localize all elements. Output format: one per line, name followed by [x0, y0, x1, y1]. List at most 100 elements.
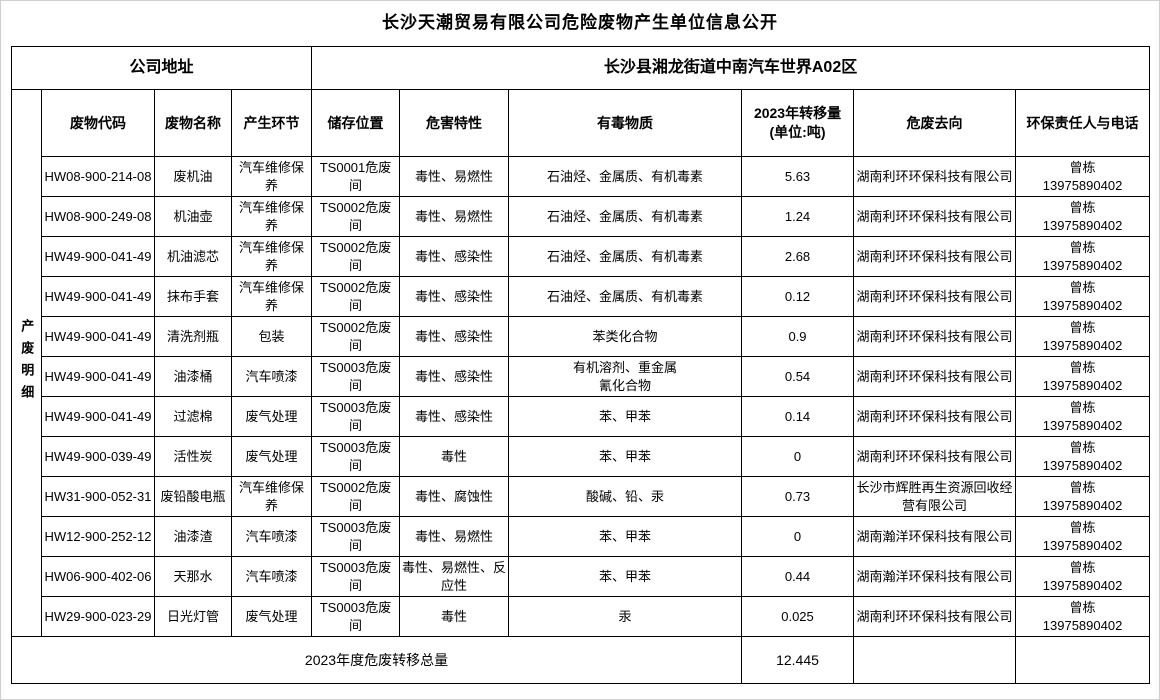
cell-contact: 曾栋 13975890402 — [1015, 276, 1151, 317]
cell-destination: 湖南利环环保科技有限公司 — [853, 436, 1017, 477]
col-header-amount: 2023年转移量 (单位:吨) — [741, 89, 855, 157]
table-row: HW49-900-039-49 活性炭 废气处理 TS0003危废间 毒性 苯、… — [12, 436, 1151, 477]
cell-waste-code: HW49-900-041-49 — [41, 316, 155, 357]
side-vertical-label: 产废明细 — [11, 89, 42, 637]
cell-waste-name: 机油壶 — [154, 196, 232, 237]
cell-toxic: 石油烃、金属质、有机毒素 — [508, 276, 743, 317]
cell-waste-code: HW49-900-041-49 — [41, 276, 155, 317]
table-row: HW08-900-249-08 机油壶 汽车维修保养 TS0002危废间 毒性、… — [12, 196, 1151, 237]
cell-storage: TS0003危废间 — [311, 396, 401, 437]
cell-stage: 废气处理 — [230, 596, 313, 637]
cell-contact: 曾栋 13975890402 — [1015, 196, 1151, 237]
column-header-row: 产废明细 废物代码 废物名称 产生环节 储存位置 危害特性 有毒物质 2023年… — [11, 89, 1151, 637]
cell-destination: 湖南利环环保科技有限公司 — [853, 356, 1017, 397]
col-header-stage: 产生环节 — [230, 89, 313, 157]
col-header-storage: 储存位置 — [311, 89, 401, 157]
cell-destination: 湖南利环环保科技有限公司 — [853, 196, 1017, 237]
cell-destination: 湖南利环环保科技有限公司 — [853, 276, 1017, 317]
cell-waste-code: HW49-900-041-49 — [41, 356, 155, 397]
cell-storage: TS0001危废间 — [311, 156, 401, 197]
cell-destination: 湖南利环环保科技有限公司 — [853, 236, 1017, 277]
cell-toxic: 酸碱、铅、汞 — [508, 476, 743, 517]
col-header-destination: 危废去向 — [853, 89, 1017, 157]
cell-waste-code: HW29-900-023-29 — [41, 596, 155, 637]
cell-contact: 曾栋 13975890402 — [1015, 156, 1151, 197]
cell-storage: TS0002危废间 — [311, 236, 401, 277]
cell-waste-name: 清洗剂瓶 — [154, 316, 232, 357]
cell-stage: 废气处理 — [230, 396, 313, 437]
cell-waste-name: 机油滤芯 — [154, 236, 232, 277]
cell-hazard: 毒性、腐蚀性 — [399, 476, 510, 517]
cell-stage: 汽车维修保养 — [230, 476, 313, 517]
cell-stage: 废气处理 — [230, 436, 313, 477]
cell-waste-name: 过滤棉 — [154, 396, 232, 437]
cell-waste-name: 天那水 — [154, 556, 232, 597]
cell-amount: 0.54 — [741, 356, 855, 397]
table-body: 公司地址 长沙县湘龙街道中南汽车世界A02区 产废明细 废物代码 废物名称 产生… — [10, 46, 1151, 684]
cell-amount: 0 — [741, 436, 855, 477]
summary-row: 2023年度危废转移总量 12.445 — [10, 636, 1151, 684]
cell-waste-name: 废铅酸电瓶 — [154, 476, 232, 517]
table-row: HW29-900-023-29 日光灯管 废气处理 TS0003危废间 毒性 汞… — [12, 596, 1151, 637]
cell-amount: 0.12 — [741, 276, 855, 317]
col-header-waste-code: 废物代码 — [41, 89, 155, 157]
cell-stage: 汽车维修保养 — [230, 156, 313, 197]
cell-destination: 湖南利环环保科技有限公司 — [853, 316, 1017, 357]
cell-hazard: 毒性 — [399, 596, 510, 637]
cell-storage: TS0003危废间 — [311, 556, 401, 597]
cell-stage: 汽车喷漆 — [230, 556, 313, 597]
cell-hazard: 毒性、感染性 — [399, 236, 510, 277]
table-row: HW08-900-214-08 废机油 汽车维修保养 TS0001危废间 毒性、… — [12, 156, 1151, 197]
cell-toxic: 石油烃、金属质、有机毒素 — [508, 156, 743, 197]
col-header-contact: 环保责任人与电话 — [1015, 89, 1151, 157]
cell-stage: 汽车维修保养 — [230, 196, 313, 237]
table-row: HW49-900-041-49 过滤棉 废气处理 TS0003危废间 毒性、感染… — [12, 396, 1151, 437]
page-title: 长沙天潮贸易有限公司危险废物产生单位信息公开 — [382, 13, 778, 32]
summary-total: 12.445 — [741, 636, 855, 684]
summary-empty-destination — [853, 636, 1017, 684]
cell-toxic: 苯、甲苯 — [508, 436, 743, 477]
cell-toxic: 苯、甲苯 — [508, 556, 743, 597]
cell-waste-code: HW06-900-402-06 — [41, 556, 155, 597]
cell-amount: 0.73 — [741, 476, 855, 517]
cell-amount: 0.44 — [741, 556, 855, 597]
cell-waste-name: 油漆桶 — [154, 356, 232, 397]
cell-contact: 曾栋 13975890402 — [1015, 316, 1151, 357]
cell-waste-code: HW08-900-249-08 — [41, 196, 155, 237]
cell-hazard: 毒性、易燃性 — [399, 516, 510, 557]
summary-empty-contact — [1015, 636, 1151, 684]
cell-storage: TS0003危废间 — [311, 596, 401, 637]
cell-destination: 长沙市辉胜再生资源回收经营有限公司 — [853, 476, 1017, 517]
cell-toxic: 石油烃、金属质、有机毒素 — [508, 196, 743, 237]
cell-waste-name: 油漆渣 — [154, 516, 232, 557]
col-header-hazard: 危害特性 — [399, 89, 510, 157]
cell-waste-name: 抹布手套 — [154, 276, 232, 317]
company-address-value: 长沙县湘龙街道中南汽车世界A02区 — [311, 46, 1151, 90]
cell-amount: 2.68 — [741, 236, 855, 277]
cell-amount: 0.14 — [741, 396, 855, 437]
cell-amount: 0.025 — [741, 596, 855, 637]
cell-waste-name: 废机油 — [154, 156, 232, 197]
cell-waste-name: 日光灯管 — [154, 596, 232, 637]
cell-stage: 汽车维修保养 — [230, 236, 313, 277]
company-address-row: 公司地址 长沙县湘龙街道中南汽车世界A02区 — [10, 46, 1151, 90]
cell-destination: 湖南利环环保科技有限公司 — [853, 596, 1017, 637]
cell-waste-code: HW49-900-041-49 — [41, 396, 155, 437]
cell-storage: TS0002危废间 — [311, 316, 401, 357]
cell-stage: 汽车维修保养 — [230, 276, 313, 317]
cell-amount: 1.24 — [741, 196, 855, 237]
cell-storage: TS0002危废间 — [311, 476, 401, 517]
table-row: HW49-900-041-49 抹布手套 汽车维修保养 TS0002危废间 毒性… — [12, 276, 1151, 317]
cell-storage: TS0003危废间 — [311, 436, 401, 477]
cell-destination: 湖南利环环保科技有限公司 — [853, 396, 1017, 437]
cell-waste-code: HW49-900-041-49 — [41, 236, 155, 277]
cell-waste-code: HW31-900-052-31 — [41, 476, 155, 517]
cell-amount: 0 — [741, 516, 855, 557]
cell-toxic: 苯类化合物 — [508, 316, 743, 357]
cell-hazard: 毒性、易燃性 — [399, 196, 510, 237]
cell-hazard: 毒性、易燃性、反应性 — [399, 556, 510, 597]
hazardous-waste-table: 公司地址 长沙县湘龙街道中南汽车世界A02区 产废明细 废物代码 废物名称 产生… — [10, 46, 1151, 684]
cell-toxic: 汞 — [508, 596, 743, 637]
table-row: HW12-900-252-12 油漆渣 汽车喷漆 TS0003危废间 毒性、易燃… — [12, 516, 1151, 557]
